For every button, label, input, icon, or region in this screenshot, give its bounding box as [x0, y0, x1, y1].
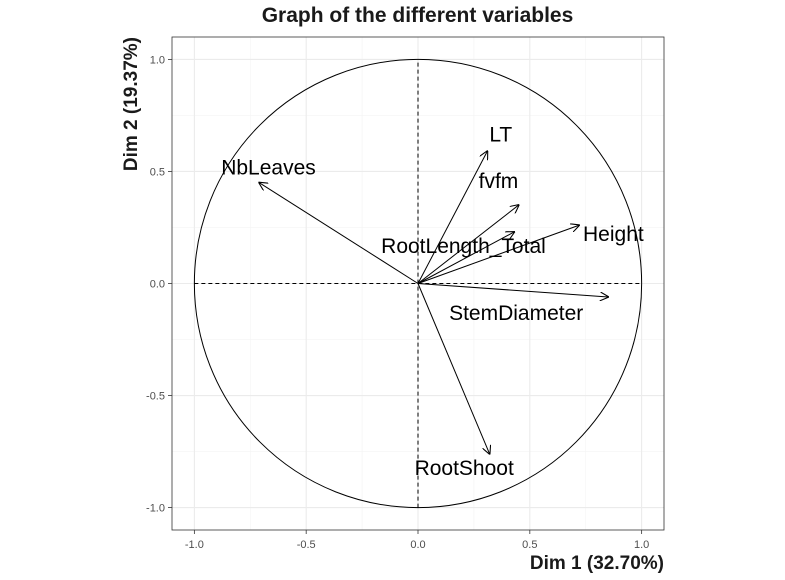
- label-rootlength-total: RootLength_Total: [381, 235, 546, 258]
- arrow-rootshoot: [417, 283, 490, 454]
- unit-circle: [193, 58, 643, 509]
- y-tick-label: 0.5: [150, 166, 165, 178]
- x-tick-label: -1.0: [185, 539, 204, 551]
- arrow-height: [417, 225, 579, 284]
- y-tick-label: 1.0: [150, 54, 165, 66]
- chart-title: Graph of the different variables: [261, 4, 574, 27]
- variable-labels: LT NbLeaves fvfm RootLength_Total Height Stem…: [221, 123, 644, 480]
- label-rootshoot: RootShoot: [415, 457, 514, 480]
- x-tick-label: 0.0: [410, 539, 425, 551]
- label-lt: LT: [489, 123, 512, 146]
- x-axis-ticks: -1.0 -0.5 0.0 0.5 1.0: [185, 530, 649, 551]
- x-tick-label: -0.5: [297, 539, 316, 551]
- arrow-lt: [417, 151, 487, 284]
- arrow-nbleaves: [259, 183, 419, 284]
- label-stemdiameter: StemDiameter: [449, 302, 583, 325]
- label-height: Height: [583, 223, 644, 246]
- variable-arrows: [259, 151, 608, 454]
- x-axis-title: Dim 1 (32.70%): [530, 553, 664, 574]
- x-tick-label: 1.0: [634, 539, 649, 551]
- y-tick-label: -0.5: [146, 391, 165, 403]
- arrow-fvfm: [417, 205, 519, 284]
- arrow-stemdiameter: [417, 283, 608, 297]
- correlation-circle: [193, 58, 643, 509]
- arrow-rootlength-total: [417, 232, 514, 284]
- y-tick-label: 0.0: [150, 279, 165, 291]
- y-axis-title: Dim 2 (19.37%): [121, 37, 142, 171]
- label-nbleaves: NbLeaves: [221, 157, 316, 180]
- y-tick-label: -1.0: [146, 503, 165, 515]
- label-fvfm: fvfm: [479, 170, 519, 193]
- x-tick-label: 0.5: [522, 539, 537, 551]
- y-axis-ticks: -1.0 -0.5 0.0 0.5 1.0: [146, 54, 172, 515]
